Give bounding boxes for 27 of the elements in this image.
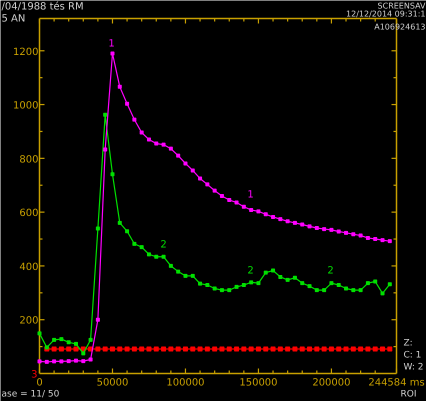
- text: Z:: [404, 338, 413, 348]
- text: ase = 11/ 50: [2, 390, 60, 400]
- annotation: 1: [247, 190, 254, 200]
- text: SCREENSAV: [378, 2, 426, 10]
- x-tick-label: 244584 ms: [368, 378, 425, 388]
- text: W: 2: [404, 362, 424, 372]
- x-tick-label: 50000: [96, 378, 128, 388]
- text: ROI: [400, 390, 416, 400]
- x-tick-label: 0: [36, 378, 43, 388]
- y-tick-label: 800: [19, 154, 39, 166]
- y-tick-label: 1000: [13, 100, 39, 112]
- x-tick-label: 200000: [312, 378, 351, 388]
- text: /04/1988 tés RM: [2, 2, 84, 12]
- annotation: 2: [160, 240, 167, 250]
- x-tick-label: 100000: [166, 378, 205, 388]
- y-tick-label: 200: [19, 316, 39, 327]
- y-tick-label: 1200: [13, 46, 39, 58]
- x-tick-label: 150000: [239, 378, 278, 388]
- y-tick-label: 600: [19, 208, 39, 220]
- y-tick-label: 400: [19, 262, 39, 273]
- text: 5 AN: [2, 14, 26, 24]
- text: C: 1: [404, 350, 422, 360]
- annotation: 2: [247, 266, 254, 276]
- annotation: 2: [327, 266, 334, 276]
- text: 12/12/2014 09:31:1: [346, 10, 426, 18]
- text: 3: [31, 370, 38, 380]
- annotation: 1: [108, 38, 115, 50]
